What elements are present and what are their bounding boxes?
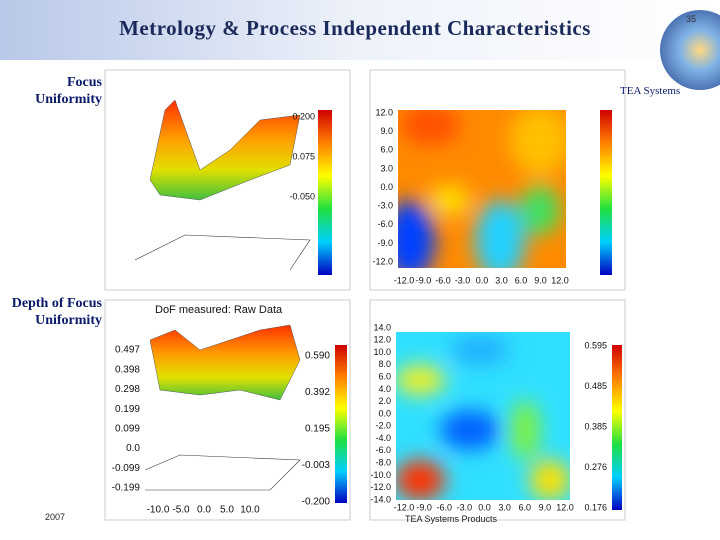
- x-tick-label: -12.0: [394, 502, 415, 512]
- y-tick-label: 10.0: [373, 347, 391, 357]
- plot-frame: [104, 299, 351, 521]
- footer-year: 2007: [45, 512, 66, 522]
- z-tick-label: 0.398: [115, 364, 140, 375]
- x-tick-label: 9.0: [539, 502, 552, 512]
- y-tick-label: -6.0: [377, 219, 393, 229]
- y-tick-label: 6.0: [380, 145, 393, 155]
- y-tick-label: 8.0: [378, 359, 391, 369]
- y-tick-label: 12.0: [373, 335, 391, 345]
- x-tick-label: 12.0: [551, 275, 569, 285]
- colorbar-tick-label: 0.176: [584, 502, 607, 512]
- z-tick-label: 0.298: [115, 384, 140, 395]
- brand: TEA Systems: [620, 85, 681, 97]
- x-tick-label: -6.0: [436, 502, 452, 512]
- axis-box: [144, 454, 301, 491]
- y-tick-label: -3.0: [377, 201, 393, 211]
- colorbar-tick-label: 0.385: [584, 421, 607, 431]
- colorbar-tick-label: 0.075: [292, 151, 315, 161]
- z-tick-label: 0.0: [126, 443, 140, 454]
- globe: [660, 10, 720, 90]
- colorbar-tick-label: 0.200: [292, 111, 315, 121]
- colorbar: [335, 345, 347, 503]
- heatmap: [396, 332, 570, 500]
- z-tick-label: 0.497: [115, 345, 140, 356]
- header-band: [0, 0, 720, 60]
- x-tick-label: 6.0: [515, 275, 528, 285]
- x-tick-label: -3.0: [457, 502, 473, 512]
- z-tick-label: 0.199: [115, 404, 140, 415]
- y-tick-label: 14.0: [373, 322, 391, 332]
- y-tick-label: 4.0: [378, 384, 391, 394]
- colorbar: [600, 110, 612, 275]
- surface: [149, 99, 301, 201]
- colorbar-tick-label: -0.003: [302, 460, 331, 471]
- z-tick-label: -0.099: [112, 463, 141, 474]
- axis-box: [134, 234, 311, 271]
- colorbar-tick-label: -0.050: [289, 191, 315, 201]
- page-number: 35: [686, 14, 697, 24]
- section-label: Focus Uniformity: [35, 75, 102, 107]
- x-tick-label: 3.0: [498, 502, 511, 512]
- colorbar-tick-label: 0.590: [305, 351, 330, 362]
- y-tick-label: -9.0: [377, 238, 393, 248]
- y-tick-label: -8.0: [375, 458, 391, 468]
- x-tick-label: 0.0: [476, 275, 489, 285]
- colorbar-tick-label: -0.200: [302, 497, 331, 508]
- x-tick-label: 3.0: [495, 275, 508, 285]
- y-tick-label: 0.0: [380, 182, 393, 192]
- y-tick-label: -14.0: [370, 494, 391, 504]
- section-label: Depth of Focus Uniformity: [11, 296, 102, 328]
- colorbar-tick-label: 0.392: [305, 387, 330, 398]
- x-tick-label: 10.0: [240, 505, 260, 516]
- x-tick-label: 0.0: [478, 502, 491, 512]
- x-tick-label: -6.0: [435, 275, 451, 285]
- x-tick-label: -10.0: [147, 505, 170, 516]
- colorbar: [612, 345, 622, 510]
- y-tick-label: 3.0: [380, 163, 393, 173]
- x-tick-label: -9.0: [416, 275, 432, 285]
- x-tick-label: 6.0: [518, 502, 531, 512]
- y-tick-label: 0.0: [378, 408, 391, 418]
- z-tick-label: -0.199: [112, 483, 141, 494]
- colorbar-tick-label: 0.195: [305, 424, 330, 435]
- y-tick-label: 12.0: [375, 107, 393, 117]
- y-tick-label: -6.0: [375, 445, 391, 455]
- x-tick-label: 5.0: [220, 505, 234, 516]
- surface: [149, 324, 301, 401]
- y-tick-label: 2.0: [378, 396, 391, 406]
- y-tick-label: -2.0: [375, 421, 391, 431]
- z-tick-label: 0.099: [115, 423, 140, 434]
- plot-title: DoF measured: Raw Data: [155, 304, 283, 316]
- y-tick-label: -12.0: [372, 256, 393, 266]
- colorbar: [318, 110, 332, 275]
- x-tick-label: 12.0: [556, 502, 574, 512]
- y-tick-label: -4.0: [375, 433, 391, 443]
- x-tick-label: -12.0: [394, 275, 415, 285]
- footer-credit: TEA Systems Products: [405, 514, 498, 524]
- slide-title: Metrology & Process Independent Characte…: [119, 16, 591, 40]
- y-tick-label: -12.0: [370, 482, 391, 492]
- heatmap: [398, 110, 566, 268]
- x-tick-label: 0.0: [197, 505, 211, 516]
- y-tick-label: 6.0: [378, 372, 391, 382]
- y-tick-label: -10.0: [370, 470, 391, 480]
- colorbar-tick-label: 0.595: [584, 340, 607, 350]
- colorbar-tick-label: 0.276: [584, 462, 607, 472]
- colorbar-tick-label: 0.485: [584, 381, 607, 391]
- x-tick-label: -3.0: [455, 275, 471, 285]
- x-tick-label: -9.0: [416, 502, 432, 512]
- x-tick-label: 9.0: [534, 275, 547, 285]
- y-tick-label: 9.0: [380, 126, 393, 136]
- x-tick-label: -5.0: [172, 505, 190, 516]
